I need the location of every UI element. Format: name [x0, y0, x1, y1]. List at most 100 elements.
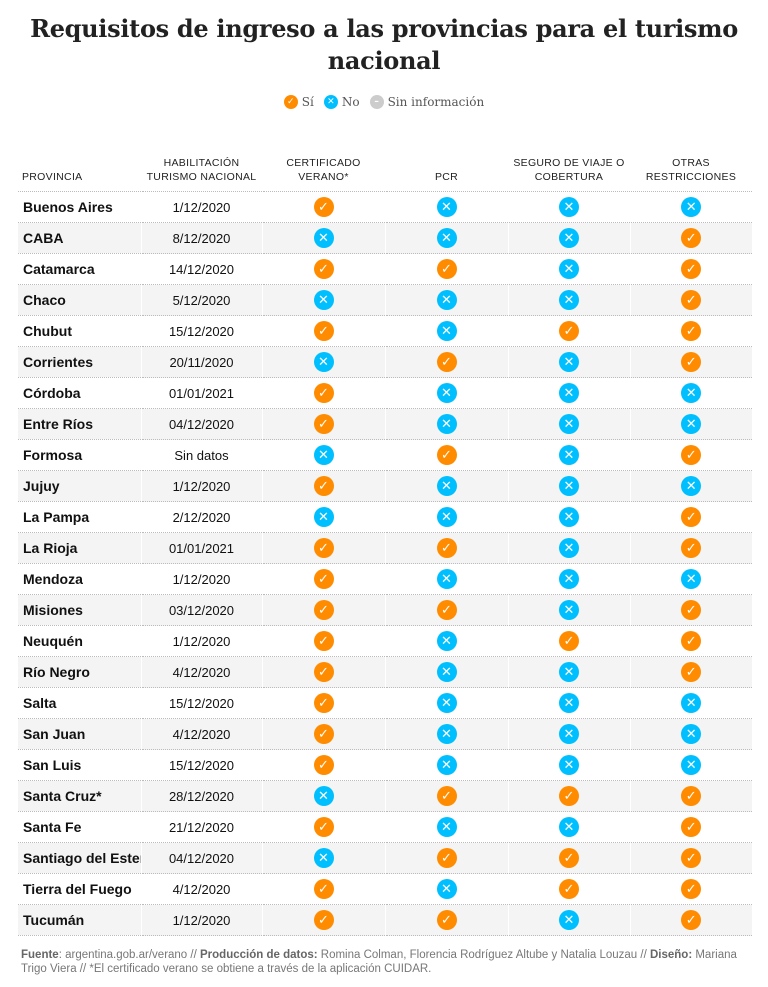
- fecha-cell: 4/12/2020: [140, 656, 262, 688]
- table-row: Formosa Sin datos ✕ ✓ ✕ ✓: [18, 439, 752, 471]
- status-cell: ✕: [507, 253, 630, 285]
- fecha-cell: 4/12/2020: [140, 873, 262, 905]
- check-icon: ✓: [436, 352, 457, 372]
- x-icon: ✕: [436, 724, 457, 744]
- x-icon: ✕: [436, 507, 457, 527]
- provincia-cell: Buenos Aires: [18, 191, 141, 223]
- provincia-cell: Chubut: [18, 315, 141, 347]
- x-icon: ✕: [681, 383, 702, 403]
- fecha-cell: 4/12/2020: [140, 718, 262, 750]
- x-icon: ✕: [559, 352, 579, 372]
- legend: ✓ Sí ✕ No – Sin información: [0, 95, 768, 109]
- status-cell: ✕: [261, 842, 385, 874]
- fecha-cell: 01/01/2021: [140, 532, 262, 564]
- status-cell: ✓: [629, 222, 752, 254]
- status-cell: ✓: [629, 253, 752, 285]
- provincia-cell: Chaco: [18, 284, 141, 316]
- status-cell: ✕: [384, 191, 508, 223]
- status-cell: ✕: [384, 501, 508, 533]
- header-seguro: SEGURO DE VIAJE O COBERTURA: [508, 148, 630, 192]
- fecha-cell: 8/12/2020: [140, 222, 262, 254]
- status-cell: ✕: [507, 687, 630, 719]
- check-icon: ✓: [559, 848, 579, 868]
- status-cell: ✓: [629, 656, 752, 688]
- status-cell: ✕: [507, 718, 630, 750]
- provincia-cell: Formosa: [18, 439, 141, 471]
- footer-note: Fuente: argentina.gob.ar/verano // Produ…: [21, 949, 737, 975]
- x-icon: ✕: [436, 228, 457, 248]
- fecha-cell: 04/12/2020: [140, 842, 262, 874]
- status-cell: ✕: [261, 501, 385, 533]
- status-cell: ✕: [629, 687, 752, 719]
- x-icon: ✕: [313, 228, 334, 248]
- check-icon: ✓: [313, 197, 334, 217]
- status-cell: ✕: [629, 718, 752, 750]
- status-cell: ✓: [384, 594, 508, 626]
- status-cell: ✕: [507, 594, 630, 626]
- status-cell: ✕: [384, 625, 508, 657]
- status-cell: ✕: [384, 377, 508, 409]
- provincia-cell: Tierra del Fuego: [18, 873, 141, 905]
- check-icon: ✓: [681, 600, 702, 620]
- status-cell: ✓: [384, 253, 508, 285]
- status-cell: ✓: [384, 439, 508, 471]
- status-cell: ✕: [261, 284, 385, 316]
- table-header: PROVINCIA HABILITACIÓN TURISMO NACIONAL …: [18, 148, 752, 192]
- status-cell: ✓: [629, 842, 752, 874]
- table-row: Catamarca 14/12/2020 ✓ ✓ ✕ ✓: [18, 253, 752, 285]
- check-icon: ✓: [681, 662, 702, 682]
- x-icon: ✕: [559, 662, 579, 682]
- check-icon: ✓: [681, 817, 702, 837]
- status-cell: ✓: [629, 780, 752, 812]
- table-row: San Luis 15/12/2020 ✓ ✕ ✕ ✕: [18, 749, 752, 781]
- check-icon: ✓: [313, 662, 334, 682]
- table-row: Chubut 15/12/2020 ✓ ✕ ✓ ✓: [18, 315, 752, 347]
- provincia-cell: San Juan: [18, 718, 141, 750]
- x-icon: ✕: [436, 879, 457, 899]
- check-icon: ✓: [436, 786, 457, 806]
- status-cell: ✕: [384, 811, 508, 843]
- status-cell: ✓: [507, 780, 630, 812]
- check-icon: ✓: [313, 259, 334, 279]
- provincia-cell: San Luis: [18, 749, 141, 781]
- status-cell: ✓: [384, 532, 508, 564]
- check-icon: ✓: [436, 445, 457, 465]
- status-cell: ✓: [507, 315, 630, 347]
- fecha-cell: 5/12/2020: [140, 284, 262, 316]
- x-icon: ✕: [436, 414, 457, 434]
- check-icon: ✓: [681, 786, 702, 806]
- status-cell: ✓: [261, 377, 385, 409]
- check-icon: ✓: [681, 507, 702, 527]
- x-icon: ✕: [559, 383, 579, 403]
- table-row: Misiones 03/12/2020 ✓ ✓ ✕ ✓: [18, 594, 752, 626]
- fecha-cell: 1/12/2020: [140, 904, 262, 936]
- check-icon: ✓: [313, 910, 334, 930]
- status-cell: ✓: [629, 873, 752, 905]
- x-icon: ✕: [436, 197, 457, 217]
- check-icon: ✓: [313, 538, 334, 558]
- x-icon: ✕: [681, 693, 702, 713]
- check-icon: ✓: [681, 631, 702, 651]
- status-cell: ✕: [507, 377, 630, 409]
- status-cell: ✕: [507, 904, 630, 936]
- x-icon: ✕: [559, 228, 579, 248]
- x-icon: ✕: [681, 476, 702, 496]
- fecha-cell: 15/12/2020: [140, 315, 262, 347]
- check-icon: ✓: [681, 538, 702, 558]
- status-cell: ✓: [629, 315, 752, 347]
- x-icon: ✕: [313, 352, 334, 372]
- table-row: Córdoba 01/01/2021 ✓ ✕ ✕ ✕: [18, 377, 752, 409]
- status-cell: ✕: [507, 563, 630, 595]
- header-pcr: PCR: [385, 148, 508, 192]
- status-cell: ✓: [261, 656, 385, 688]
- status-cell: ✓: [261, 408, 385, 440]
- x-icon: ✕: [681, 414, 702, 434]
- fecha-cell: Sin datos: [140, 439, 262, 471]
- header-provincia: PROVINCIA: [18, 148, 141, 192]
- status-cell: ✓: [261, 873, 385, 905]
- status-cell: ✕: [261, 780, 385, 812]
- x-icon: ✕: [559, 507, 579, 527]
- status-cell: ✓: [384, 346, 508, 378]
- status-cell: ✕: [261, 346, 385, 378]
- check-icon: ✓: [313, 879, 334, 899]
